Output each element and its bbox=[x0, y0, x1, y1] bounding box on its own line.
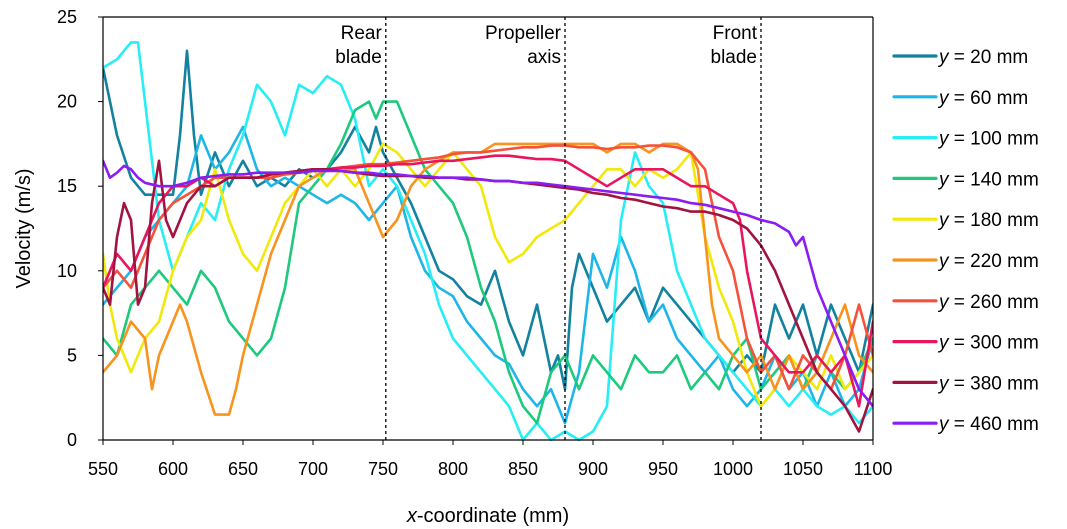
x-tick-label: 650 bbox=[228, 459, 258, 479]
series-line-3 bbox=[103, 41, 873, 442]
legend-value: = 180 mm bbox=[949, 210, 1039, 231]
x-tick-label: 900 bbox=[578, 459, 608, 479]
legend-value: = 100 mm bbox=[949, 129, 1039, 150]
legend-var: y bbox=[937, 129, 950, 150]
annotation-layer: Rear blade Propeller axis Front blade bbox=[335, 17, 762, 440]
y-tick-label: 5 bbox=[67, 345, 77, 365]
legend-var: y bbox=[937, 88, 950, 109]
legend-var: y bbox=[937, 292, 950, 313]
legend-label-6: y = 220 mm bbox=[937, 251, 1039, 272]
x-tick-label: 600 bbox=[158, 459, 188, 479]
x-axis-title-italic: x bbox=[406, 505, 418, 527]
legend-var: y bbox=[937, 169, 950, 190]
legend-label-5: y = 180 mm bbox=[937, 210, 1039, 231]
y-tick-label: 15 bbox=[57, 176, 77, 196]
x-tick-label: 550 bbox=[88, 459, 118, 479]
x-tick-label: 750 bbox=[368, 459, 398, 479]
legend-value: = 300 mm bbox=[949, 333, 1039, 354]
x-tick-label: 700 bbox=[298, 459, 328, 479]
legend: y = 20 mmy = 60 mmy = 100 mmy = 140 mmy … bbox=[892, 47, 1039, 435]
series-line-10 bbox=[103, 159, 873, 408]
y-tick-label: 0 bbox=[67, 430, 77, 450]
y-axis-title: Velocity (m/s) bbox=[13, 168, 35, 288]
legend-value: = 260 mm bbox=[949, 292, 1039, 313]
legend-var: y bbox=[937, 47, 950, 68]
series-line-4 bbox=[103, 100, 873, 425]
annotation-label-1-2: blade bbox=[335, 47, 382, 68]
axes: 0 5 10 15 20 25 550 600 650 700 750 800 850 900 950 100… bbox=[13, 7, 892, 527]
legend-label-7: y = 260 mm bbox=[937, 292, 1039, 313]
y-tick-label: 10 bbox=[57, 261, 77, 281]
x-tick-label: 850 bbox=[508, 459, 538, 479]
annotation-label-1-1: Rear bbox=[341, 23, 383, 44]
y-tick-label: 20 bbox=[57, 92, 77, 112]
annotation-label-3-2: blade bbox=[711, 47, 758, 68]
legend-label-4: y = 140 mm bbox=[937, 169, 1039, 190]
x-tick-label: 1050 bbox=[783, 459, 823, 479]
x-axis-title: x-coordinate (mm) bbox=[406, 505, 569, 527]
series-line-5 bbox=[103, 142, 873, 408]
legend-value: = 460 mm bbox=[949, 414, 1039, 435]
legend-label-10: y = 460 mm bbox=[937, 414, 1039, 435]
legend-value: = 60 mm bbox=[949, 88, 1029, 109]
legend-label-2: y = 60 mm bbox=[937, 88, 1028, 109]
series-layer bbox=[103, 41, 873, 442]
annotation-label-2-2: axis bbox=[527, 47, 561, 68]
y-tick-label: 25 bbox=[57, 7, 77, 27]
legend-label-9: y = 380 mm bbox=[937, 373, 1039, 394]
legend-var: y bbox=[937, 333, 950, 354]
legend-var: y bbox=[937, 373, 950, 394]
x-tick-label: 1000 bbox=[713, 459, 753, 479]
x-tick-label: 950 bbox=[648, 459, 678, 479]
legend-var: y bbox=[937, 414, 950, 435]
legend-var: y bbox=[937, 251, 950, 272]
x-axis-title-rest: -coordinate (mm) bbox=[417, 505, 569, 527]
legend-label-1: y = 20 mm bbox=[937, 47, 1028, 68]
legend-var: y bbox=[937, 210, 950, 231]
annotation-label-2-1: Propeller bbox=[485, 23, 562, 44]
legend-value: = 20 mm bbox=[949, 47, 1029, 68]
legend-label-3: y = 100 mm bbox=[937, 129, 1039, 150]
series-line-2 bbox=[103, 125, 873, 425]
legend-value: = 380 mm bbox=[949, 373, 1039, 394]
annotation-label-3-1: Front bbox=[713, 23, 758, 44]
legend-label-8: y = 300 mm bbox=[937, 333, 1039, 354]
legend-value: = 220 mm bbox=[949, 251, 1039, 272]
x-tick-label: 1100 bbox=[854, 459, 893, 479]
legend-value: = 140 mm bbox=[949, 169, 1039, 190]
x-tick-label: 800 bbox=[438, 459, 468, 479]
